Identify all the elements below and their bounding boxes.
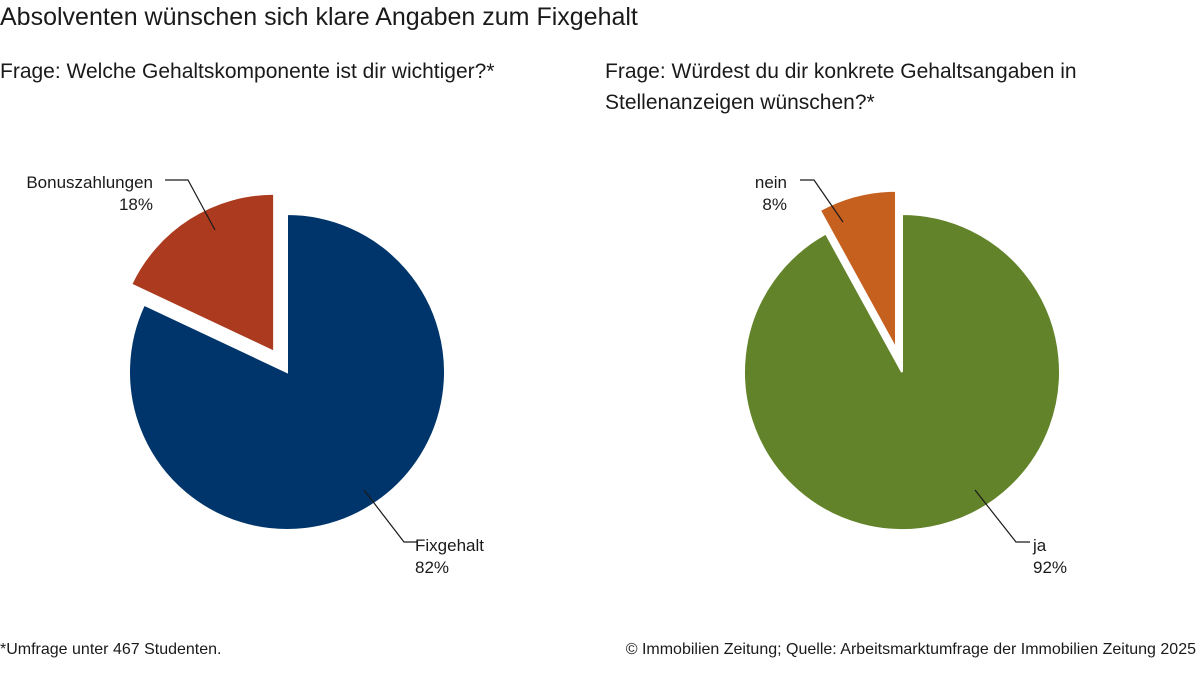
pie-slice-nein	[818, 189, 898, 350]
slice-value-nein: 8%	[762, 195, 787, 214]
leader-line-bonuszahlungen	[165, 179, 216, 231]
footnote: *Umfrage unter 467 Studenten.	[0, 641, 222, 658]
slice-value-bonuszahlungen: 18%	[119, 195, 153, 214]
slice-label-fixgehalt: Fixgehalt	[415, 536, 484, 555]
slice-value-fixgehalt: 82%	[415, 558, 449, 577]
leader-line-fixgehalt	[363, 489, 418, 543]
pie-slice-ja	[743, 212, 1061, 531]
slice-label-bonuszahlungen: Bonuszahlungen	[26, 173, 153, 192]
pie-chart-1: Fixgehalt 82% Bonuszahlungen 18%	[26, 173, 484, 577]
leader-line-ja	[974, 489, 1030, 543]
pie-slice-fixgehalt	[128, 212, 446, 531]
source-credit: © Immobilien Zeitung; Quelle: Arbeitsmar…	[625, 641, 1196, 658]
leader-line-nein	[800, 179, 844, 223]
slice-label-nein: nein	[755, 173, 787, 192]
pie-chart-2: ja 92% nein 8%	[743, 173, 1067, 577]
chart-title: Absolventen wünschen sich klare Angaben …	[0, 3, 638, 31]
slice-label-ja: ja	[1032, 536, 1047, 555]
slice-value-ja: 92%	[1033, 558, 1067, 577]
pie-slice-bonuszahlungen	[129, 192, 276, 354]
pie-1-question: Frage: Welche Gehaltskomponente ist dir …	[0, 60, 495, 83]
pie-2-question: Frage: Würdest du dir konkrete Gehaltsan…	[605, 60, 1077, 114]
